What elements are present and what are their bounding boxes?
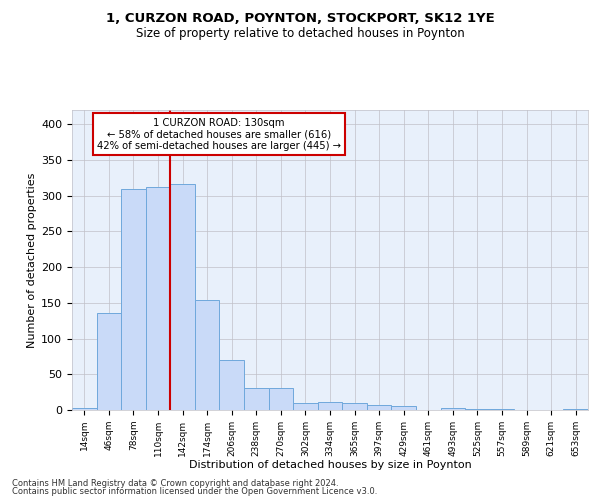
Bar — [195, 300, 220, 410]
Bar — [342, 403, 367, 410]
Text: 1 CURZON ROAD: 130sqm
← 58% of detached houses are smaller (616)
42% of semi-det: 1 CURZON ROAD: 130sqm ← 58% of detached … — [97, 118, 341, 150]
Bar — [170, 184, 195, 410]
Bar — [146, 187, 170, 410]
Bar — [244, 388, 269, 410]
Bar — [367, 405, 391, 410]
Bar — [97, 313, 121, 410]
Bar — [72, 408, 97, 410]
Y-axis label: Number of detached properties: Number of detached properties — [27, 172, 37, 348]
Text: Contains HM Land Registry data © Crown copyright and database right 2024.: Contains HM Land Registry data © Crown c… — [12, 478, 338, 488]
Bar — [269, 388, 293, 410]
Bar — [391, 406, 416, 410]
Bar — [318, 402, 342, 410]
Bar — [220, 360, 244, 410]
Bar — [465, 408, 490, 410]
Bar — [440, 408, 465, 410]
Bar — [293, 403, 318, 410]
Text: Contains public sector information licensed under the Open Government Licence v3: Contains public sector information licen… — [12, 487, 377, 496]
Text: Size of property relative to detached houses in Poynton: Size of property relative to detached ho… — [136, 28, 464, 40]
X-axis label: Distribution of detached houses by size in Poynton: Distribution of detached houses by size … — [188, 460, 472, 470]
Bar — [121, 190, 146, 410]
Text: 1, CURZON ROAD, POYNTON, STOCKPORT, SK12 1YE: 1, CURZON ROAD, POYNTON, STOCKPORT, SK12… — [106, 12, 494, 26]
